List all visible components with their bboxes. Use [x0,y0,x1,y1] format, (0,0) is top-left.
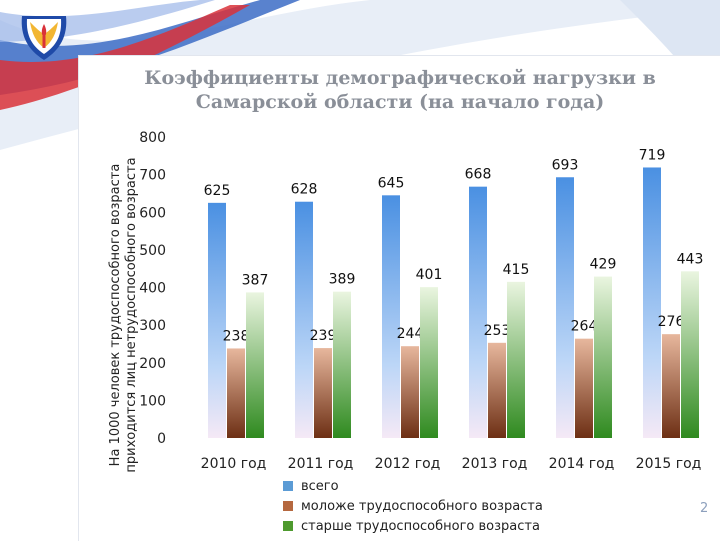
bar-older-1 [333,291,351,438]
legend-label-younger: моложе трудоспособного возраста [301,498,543,514]
data-label-younger-2: 244 [397,326,424,342]
bar-younger-3 [488,342,506,438]
legend-swatch-older [283,521,293,531]
y-tick-label-3: 300 [139,318,166,334]
data-label-total-0: 625 [204,183,231,199]
bar-younger-0 [227,348,245,438]
data-label-younger-0: 238 [223,328,250,344]
y-tick-label-1: 100 [139,393,166,409]
x-category-label-4: 2014 год [549,456,615,472]
legend-item-younger: моложе трудоспособного возраста [283,496,543,516]
legend-label-older: старше трудоспособного возраста [301,518,540,534]
data-label-younger-4: 264 [571,319,598,335]
chart-title: Коэффициенты демографической нагрузки в … [110,66,690,114]
bar-total-4 [556,177,574,439]
y-tick-label-6: 600 [139,205,166,221]
data-label-older-3: 415 [503,262,530,278]
bar-total-2 [382,195,400,438]
bar-older-0 [246,292,264,438]
data-label-older-4: 429 [590,257,617,273]
x-category-label-2: 2012 год [375,456,441,472]
bar-older-5 [681,271,699,438]
legend: всего моложе трудоспособного возраста ст… [283,476,543,536]
y-tick-label-5: 500 [139,243,166,259]
y-tick-label-4: 400 [139,281,166,297]
y-tick-label-7: 700 [139,168,166,184]
bars: 625 628 645 668 693 719 238 239 244 253 264 276 387 3… [204,147,704,439]
region-emblem-icon [21,16,67,60]
legend-item-older: старше трудоспособного возраста [283,516,543,536]
legend-item-total: всего [283,476,543,496]
data-label-total-3: 668 [465,167,492,183]
data-label-total-5: 719 [639,147,666,163]
legend-swatch-total [283,481,293,491]
data-label-older-5: 443 [677,251,704,267]
bar-older-2 [420,287,438,438]
x-category-label-5: 2015 год [636,456,702,472]
chart-title-line-2: Самарской области (на начало года) [195,91,605,113]
y-tick-label-2: 200 [139,356,166,372]
bar-total-0 [208,202,226,438]
y-axis-ticks: 0 100 200 300 400 500 600 700 800 [139,130,166,447]
bar-total-3 [469,186,487,438]
bar-older-4 [594,276,612,438]
legend-swatch-younger [283,501,293,511]
bar-younger-1 [314,348,332,438]
x-category-label-0: 2010 год [201,456,267,472]
data-label-total-2: 645 [378,175,405,191]
x-axis-categories: 2010 год 2011 год 2012 год 2013 год 2014 год… [201,456,702,472]
page-number: 2 [700,501,709,516]
bar-younger-4 [575,338,593,438]
bar-younger-5 [662,334,680,438]
bar-total-1 [295,201,313,438]
bar-total-5 [643,167,661,438]
data-label-younger-3: 253 [484,323,511,339]
data-label-older-2: 401 [416,267,443,283]
data-label-younger-5: 276 [658,314,685,330]
x-category-label-3: 2013 год [462,456,528,472]
data-label-older-0: 387 [242,272,269,288]
y-tick-label-8: 800 [139,130,166,146]
legend-label-total: всего [301,478,339,494]
data-label-younger-1: 239 [310,328,337,344]
data-label-older-1: 389 [329,272,356,288]
data-label-total-1: 628 [291,182,318,198]
bar-older-3 [507,281,525,438]
data-label-total-4: 693 [552,157,579,173]
chart-title-line-1: Коэффициенты демографической нагрузки в [144,67,656,89]
bar-younger-2 [401,346,419,438]
x-category-label-1: 2011 год [288,456,354,472]
y-tick-label-0: 0 [157,431,166,447]
